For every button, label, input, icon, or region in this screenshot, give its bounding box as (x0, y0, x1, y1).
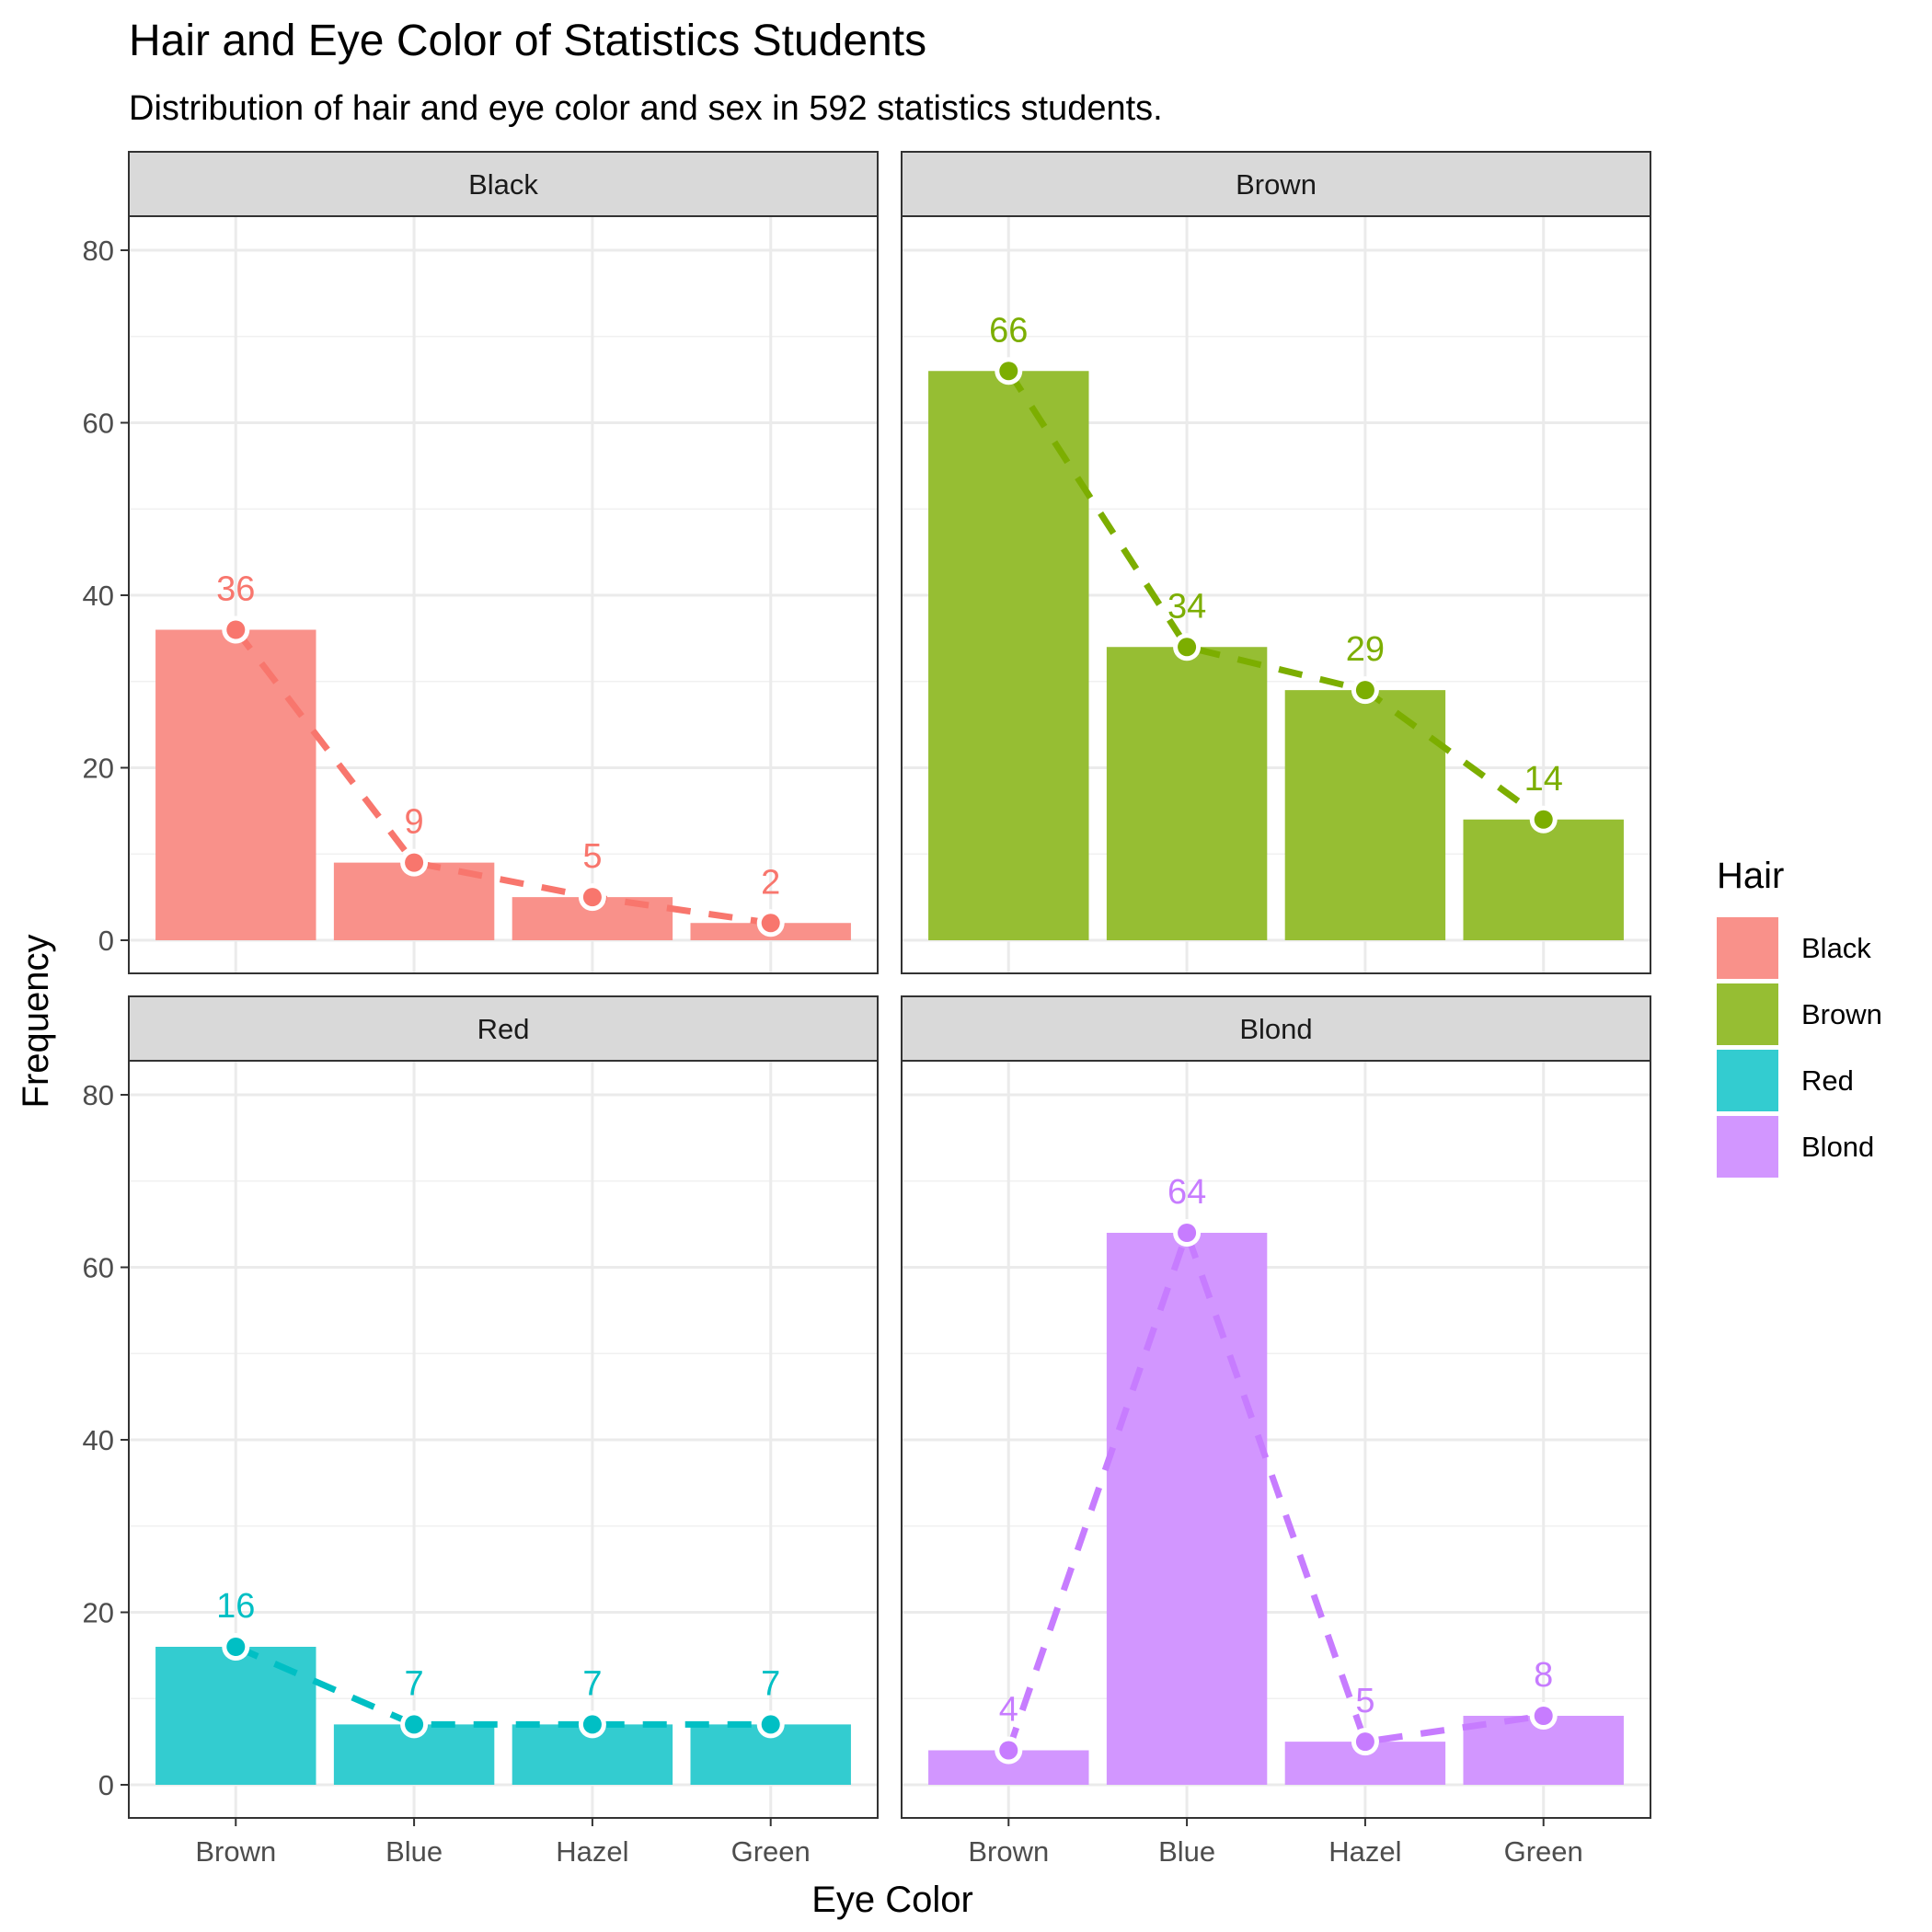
data-label: 66 (989, 311, 1028, 350)
x-tick-label: Blue (1158, 1835, 1215, 1868)
data-point (226, 620, 246, 639)
y-tick-label: 20 (83, 1597, 114, 1629)
x-tick-label: Green (731, 1835, 811, 1868)
data-label: 7 (405, 1664, 424, 1703)
data-label: 2 (761, 863, 780, 902)
data-label: 7 (761, 1664, 780, 1703)
y-tick-label: 40 (83, 580, 114, 612)
facet-strip-label: Red (477, 1013, 530, 1045)
legend-key-black (1717, 917, 1778, 979)
data-point (405, 853, 424, 872)
data-point (999, 362, 1018, 381)
data-point (761, 914, 780, 933)
y-tick-label: 60 (83, 1252, 114, 1284)
bar-blond-blue (1106, 1233, 1268, 1785)
facet-strip (128, 151, 879, 217)
facet-strip (901, 151, 1651, 217)
y-axis-title: Frequency (16, 935, 56, 1109)
y-tick-label: 20 (83, 753, 114, 785)
bar-brown-brown (928, 371, 1089, 940)
facet-panel-blond: Blond 4 64 5 8 Brown Blue Hazel Green (901, 995, 1651, 1868)
data-label: 36 (216, 570, 255, 609)
legend-label: Blond (1801, 1131, 1874, 1163)
data-point (999, 1741, 1018, 1760)
bar-brown-blue (1106, 647, 1268, 940)
facet-strip (128, 995, 879, 1062)
data-label: 34 (1167, 587, 1206, 626)
facet-strip-label: Blond (1239, 1013, 1312, 1045)
data-label: 5 (1355, 1682, 1374, 1720)
x-tick-label: Hazel (556, 1835, 628, 1868)
series-line (233, 627, 772, 926)
data-label: 9 (405, 803, 424, 842)
data-point (1178, 638, 1197, 657)
data-point (582, 888, 602, 907)
data-label: 16 (216, 1587, 255, 1626)
data-point (761, 1715, 780, 1734)
chart-subtitle: Distribution of hair and eye color and s… (129, 89, 1163, 128)
data-label: 8 (1534, 1656, 1553, 1695)
data-label: 14 (1524, 760, 1563, 799)
legend-label: Black (1801, 932, 1871, 964)
data-point (1534, 1707, 1553, 1725)
y-tick-label: 80 (83, 235, 114, 267)
data-point (1534, 810, 1553, 829)
chart-title: Hair and Eye Color of Statistics Student… (129, 17, 926, 65)
facet-strip (901, 995, 1651, 1062)
series-line (234, 1643, 771, 1728)
facet-panel-red: Red 16 7 7 7 0 20 40 60 80 Brown Blue Hazel Green (83, 995, 879, 1868)
facet-strip-label: Brown (1236, 168, 1317, 201)
data-label: 4 (999, 1691, 1018, 1730)
legend-title: Hair (1717, 856, 1784, 896)
data-point (1178, 1224, 1197, 1242)
x-tick-label: Brown (195, 1835, 276, 1868)
data-point (1355, 681, 1374, 700)
y-tick-label: 0 (98, 1769, 114, 1801)
panel-border (901, 215, 1651, 974)
legend-label: Brown (1801, 998, 1882, 1030)
data-point (582, 1715, 602, 1734)
legend: Hair Black Brown Red Blond (1717, 856, 1882, 1178)
bar-red-brown (155, 1647, 316, 1785)
data-point (405, 1715, 424, 1734)
x-tick-label: Blue (385, 1835, 443, 1868)
bar-brown-hazel (1284, 690, 1446, 940)
data-point (226, 1638, 246, 1656)
data-label: 64 (1167, 1173, 1206, 1212)
bar-brown-green (1463, 819, 1624, 940)
data-label: 7 (582, 1664, 602, 1703)
data-point (1355, 1732, 1374, 1752)
facet-panel-brown: Brown 66 34 29 14 (901, 151, 1651, 974)
legend-key-brown (1717, 983, 1778, 1045)
bar-black-brown (155, 629, 316, 940)
legend-key-red (1717, 1050, 1778, 1111)
panel-border (901, 1060, 1651, 1819)
y-tick-label: 40 (83, 1424, 114, 1456)
x-axis-title: Eye Color (811, 1880, 973, 1920)
data-label: 29 (1346, 630, 1385, 669)
data-label: 5 (582, 837, 602, 876)
y-tick-label: 60 (83, 408, 114, 440)
y-tick-label: 80 (83, 1079, 114, 1111)
x-tick-label: Brown (968, 1835, 1049, 1868)
legend-label: Red (1801, 1064, 1854, 1097)
x-tick-label: Hazel (1328, 1835, 1401, 1868)
y-tick-label: 0 (98, 925, 114, 957)
series-line (1005, 1223, 1545, 1752)
legend-key-blond (1717, 1116, 1778, 1178)
x-tick-label: Green (1504, 1835, 1583, 1868)
facet-strip-label: Black (468, 168, 538, 201)
